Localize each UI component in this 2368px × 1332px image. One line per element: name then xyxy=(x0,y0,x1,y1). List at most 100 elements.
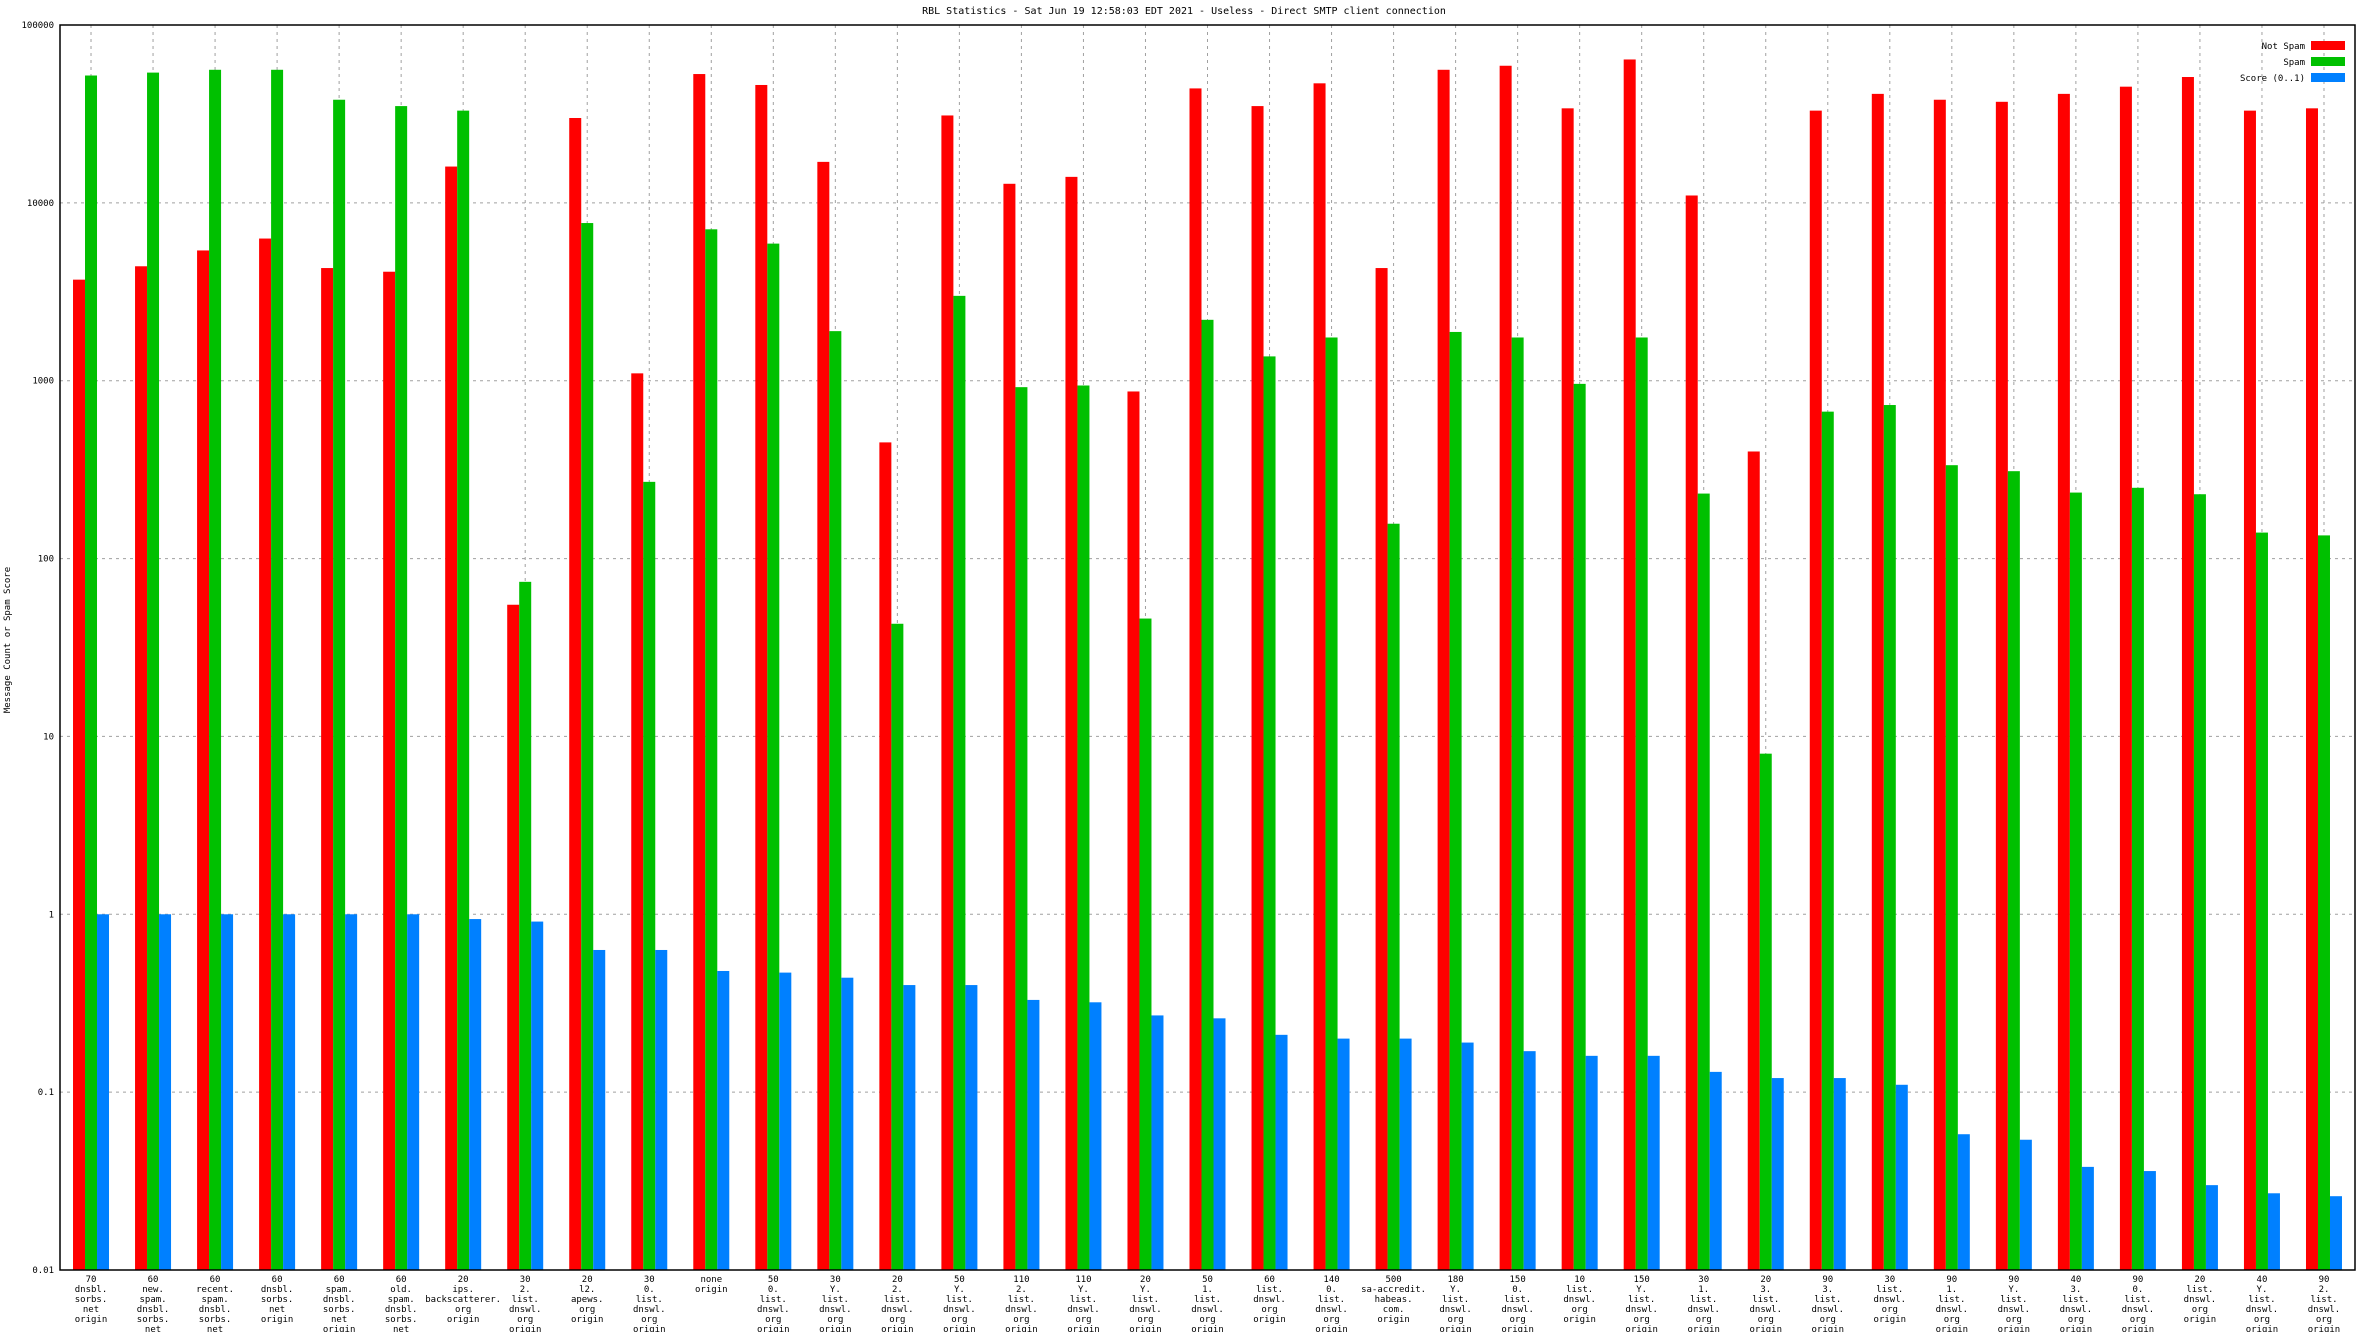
legend-swatch xyxy=(2311,73,2345,82)
bar-not-spam xyxy=(1871,93,1884,1271)
bar-spam xyxy=(1449,331,1462,1270)
bar-spam xyxy=(1263,356,1276,1270)
bar-not-spam xyxy=(1995,101,2008,1270)
x-tick-label: 40 Y. list. dnswl. org origin xyxy=(2246,1275,2279,1332)
bar-not-spam xyxy=(1499,65,1512,1270)
x-tick-label: 20 l2. apews. org origin xyxy=(571,1275,604,1325)
bar-series xyxy=(73,59,2342,1271)
bar-score-0-1 xyxy=(903,985,916,1270)
bar-not-spam xyxy=(2119,86,2132,1271)
bar-score-0-1 xyxy=(1957,1134,1970,1270)
bar-not-spam xyxy=(1189,88,1202,1270)
x-tick-label: 20 ips. backscatterer. org origin xyxy=(425,1275,501,1325)
bar-spam xyxy=(2255,532,2268,1270)
bar-score-0-1 xyxy=(2205,1185,2218,1270)
bar-not-spam xyxy=(755,84,768,1270)
x-tick-label: 10 list. dnswl. org origin xyxy=(1563,1275,1596,1325)
bar-spam xyxy=(85,75,98,1270)
x-tick-label: 110 Y. list. dnswl. org origin xyxy=(1067,1275,1100,1332)
bar-not-spam xyxy=(1437,69,1450,1270)
bar-not-spam xyxy=(197,250,210,1270)
bar-not-spam xyxy=(2057,93,2070,1271)
bar-spam xyxy=(2131,487,2144,1271)
bar-spam xyxy=(209,69,222,1270)
x-tick-label: none origin xyxy=(695,1275,728,1295)
bar-spam xyxy=(2007,471,2020,1271)
x-tick-label: 30 Y. list. dnswl. org origin xyxy=(819,1275,852,1332)
bar-spam xyxy=(891,623,904,1270)
x-tick-label: 60 dnsbl. sorbs. net origin xyxy=(261,1275,294,1325)
bar-score-0-1 xyxy=(655,949,668,1270)
y-tick-label: 1 xyxy=(49,910,54,920)
x-tick-label: 30 1. list. dnswl. org origin xyxy=(1687,1275,1720,1332)
bar-spam xyxy=(2193,494,2206,1270)
bar-not-spam xyxy=(1685,195,1698,1271)
bar-score-0-1 xyxy=(1461,1042,1474,1270)
bar-spam xyxy=(829,331,842,1270)
bar-score-0-1 xyxy=(1709,1071,1722,1270)
bar-not-spam xyxy=(73,279,86,1271)
legend-label: Score (0..1) xyxy=(2240,74,2305,84)
x-tick-label: 90 2. list. dnswl. org origin xyxy=(2308,1275,2341,1332)
x-tick-label: 20 2. list. dnswl. org origin xyxy=(881,1275,914,1332)
bar-spam xyxy=(1139,618,1152,1270)
bar-score-0-1 xyxy=(1337,1038,1350,1270)
bar-not-spam xyxy=(631,373,644,1270)
bar-not-spam xyxy=(1375,268,1388,1271)
x-tick-label: 30 list. dnswl. org origin xyxy=(1874,1275,1907,1325)
bar-score-0-1 xyxy=(407,914,420,1270)
bar-not-spam xyxy=(383,271,396,1270)
x-tick-label: 110 2. list. dnswl. org origin xyxy=(1005,1275,1038,1332)
bar-not-spam xyxy=(1127,391,1140,1271)
bar-not-spam xyxy=(2305,108,2318,1270)
bar-not-spam xyxy=(569,117,582,1271)
bar-spam xyxy=(705,229,718,1271)
bar-not-spam xyxy=(1313,83,1326,1271)
x-tick-label: 60 spam. dnsbl. sorbs. net origin xyxy=(323,1275,356,1332)
x-tick-label: 500 sa-accredit. habeas. com. origin xyxy=(1361,1275,1426,1325)
legend-label: Spam xyxy=(2283,58,2305,68)
bar-score-0-1 xyxy=(283,914,296,1270)
bar-spam xyxy=(1325,337,1338,1270)
bar-not-spam xyxy=(1809,110,1822,1270)
x-tick-label: 90 3. list. dnswl. org origin xyxy=(1812,1275,1845,1332)
x-tick-label: 90 Y. list. dnswl. org origin xyxy=(1998,1275,2031,1332)
bar-not-spam xyxy=(445,166,458,1270)
legend: Not Spam Spam Score (0..1) xyxy=(2240,41,2345,84)
bar-score-0-1 xyxy=(2081,1166,2094,1270)
bar-spam xyxy=(1015,387,1028,1270)
bar-score-0-1 xyxy=(2143,1171,2156,1270)
x-tick-label: 50 1. list. dnswl. org origin xyxy=(1191,1275,1224,1332)
bar-spam xyxy=(581,223,594,1271)
bar-score-0-1 xyxy=(1771,1078,1784,1270)
chart-title: RBL Statistics - Sat Jun 19 12:58:03 EDT… xyxy=(922,6,1446,17)
x-tick-label: 30 2. list. dnswl. org origin xyxy=(509,1275,542,1332)
legend-swatch xyxy=(2311,57,2345,66)
x-tick-label: 20 3. list. dnswl. org origin xyxy=(1749,1275,1782,1332)
y-tick-label: 100 xyxy=(38,555,54,565)
bar-not-spam xyxy=(2243,110,2256,1270)
bar-score-0-1 xyxy=(1027,999,1040,1270)
bar-score-0-1 xyxy=(469,919,482,1270)
bar-not-spam xyxy=(1933,99,1946,1270)
bar-spam xyxy=(457,110,470,1270)
x-tick-label: 60 list. dnswl. org origin xyxy=(1253,1275,1286,1325)
bar-score-0-1 xyxy=(97,914,110,1270)
x-tick-label: 150 0. list. dnswl. org origin xyxy=(1501,1275,1534,1332)
bar-not-spam xyxy=(2181,77,2194,1270)
bar-spam xyxy=(1759,753,1772,1270)
bar-spam xyxy=(2069,492,2082,1271)
bar-not-spam xyxy=(693,74,706,1270)
bar-spam xyxy=(1201,319,1214,1270)
bar-spam xyxy=(147,72,160,1270)
x-tick-label: 50 Y. list. dnswl. org origin xyxy=(943,1275,976,1332)
bar-not-spam xyxy=(135,266,148,1271)
bar-score-0-1 xyxy=(221,914,234,1270)
bar-score-0-1 xyxy=(2329,1196,2342,1270)
bar-score-0-1 xyxy=(1213,1018,1226,1270)
bar-spam xyxy=(1511,337,1524,1270)
